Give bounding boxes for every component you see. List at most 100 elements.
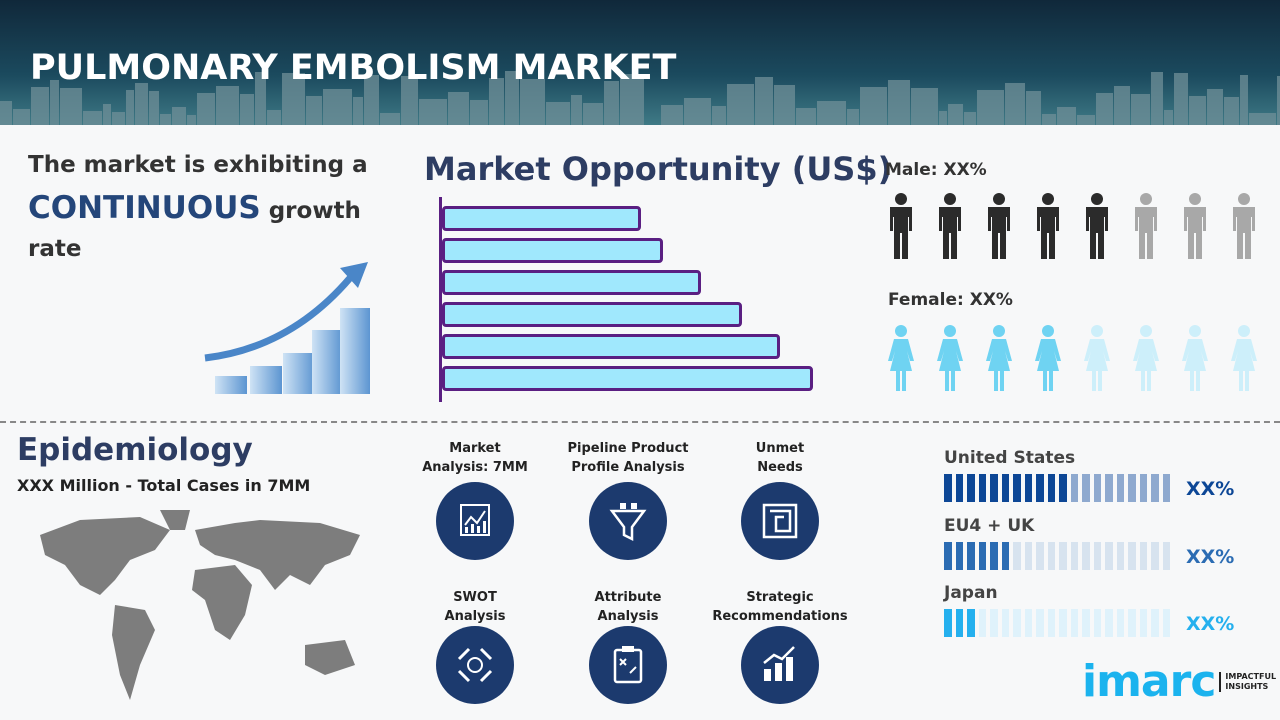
progress-segment — [1151, 542, 1159, 570]
growth-highlight: CONTINUOUS — [28, 190, 261, 226]
female-person-icon — [1231, 325, 1257, 391]
progress-segment — [1024, 474, 1032, 502]
feature-label: Pipeline Product Profile Analysis — [567, 441, 689, 475]
female-person-icon — [1035, 325, 1061, 391]
progress-segment — [1093, 609, 1101, 637]
progress-segment — [1105, 609, 1113, 637]
female-person-icon — [1133, 325, 1159, 391]
progress-segment — [967, 474, 975, 502]
market-opportunity-bar — [442, 206, 641, 231]
progress-segment — [1059, 474, 1067, 502]
growth-chart-arrow-icon — [204, 262, 370, 394]
progress-segment — [990, 542, 998, 570]
progress-segment — [978, 609, 986, 637]
male-person-icon — [1233, 193, 1255, 259]
region-progress-bar — [944, 609, 1170, 637]
feature-label: Strategic Recommendations — [712, 590, 848, 624]
progress-segment — [1013, 609, 1021, 637]
male-person-icon — [1086, 193, 1108, 259]
progress-segment — [967, 542, 975, 570]
feature-circle — [436, 482, 514, 560]
female-person-icon — [1084, 325, 1110, 391]
progress-segment — [955, 542, 963, 570]
market-opportunity-bar — [442, 302, 742, 327]
progress-segment — [1128, 542, 1136, 570]
female-label: Female: XX% — [888, 290, 1013, 310]
progress-segment — [1047, 474, 1055, 502]
progress-segment — [955, 474, 963, 502]
progress-segment — [1059, 542, 1067, 570]
progress-segment — [1070, 474, 1078, 502]
female-person-icon — [888, 325, 914, 391]
region-percentage: XX% — [1186, 478, 1235, 500]
market-opportunity-bar — [442, 238, 664, 263]
progress-segment — [1128, 609, 1136, 637]
progress-segment — [1105, 474, 1113, 502]
progress-segment — [1139, 609, 1147, 637]
growth-text-rest: growth — [260, 198, 361, 224]
region-progress-bar — [944, 542, 1170, 570]
progress-segment — [1082, 474, 1090, 502]
male-person-icon — [1135, 193, 1157, 259]
progress-segment — [1001, 609, 1009, 637]
progress-segment — [1070, 609, 1078, 637]
progress-segment — [1059, 609, 1067, 637]
growth-bars-icon — [763, 646, 795, 681]
logo-tagline: IMPACTFUL INSIGHTS — [1219, 672, 1276, 692]
progress-segment — [1116, 542, 1124, 570]
feature-circle — [741, 482, 819, 560]
progress-segment — [944, 542, 952, 570]
progress-segment — [990, 474, 998, 502]
male-person-icon — [1184, 193, 1206, 259]
progress-segment — [944, 474, 952, 502]
market-opportunity-bar — [442, 270, 701, 295]
progress-segment — [1024, 542, 1032, 570]
market-opportunity-title: Market Opportunity (US$) — [424, 150, 893, 188]
progress-segment — [1047, 609, 1055, 637]
progress-segment — [1013, 474, 1021, 502]
progress-segment — [1036, 542, 1044, 570]
progress-segment — [1105, 542, 1113, 570]
world-map-image — [40, 510, 360, 700]
progress-segment — [1036, 609, 1044, 637]
region-label: United States — [944, 448, 1076, 468]
progress-segment — [1047, 542, 1055, 570]
market-opportunity-bar — [442, 334, 780, 359]
feature-circle — [436, 626, 514, 704]
maze-icon — [762, 503, 798, 539]
epidemiology-title: Epidemiology — [17, 432, 253, 468]
logo-text: imarc — [1082, 656, 1216, 707]
progress-segment — [1036, 474, 1044, 502]
region-label: Japan — [944, 583, 998, 603]
male-person-icon — [988, 193, 1010, 259]
male-person-icon — [890, 193, 912, 259]
region-percentage: XX% — [1186, 613, 1235, 635]
chart-axis — [439, 197, 442, 402]
progress-segment — [1013, 542, 1021, 570]
city-skyline-image — [0, 71, 1280, 125]
feature-label: SWOT Analysis — [444, 590, 506, 624]
female-person-icon — [1182, 325, 1208, 391]
progress-segment — [1162, 609, 1170, 637]
feature-label: Attribute Analysis — [594, 590, 662, 624]
growth-text-line1: The market is exhibiting a — [28, 152, 368, 178]
female-person-icon — [937, 325, 963, 391]
progress-segment — [1116, 609, 1124, 637]
progress-segment — [978, 474, 986, 502]
page-title: PULMONARY EMBOLISM MARKET — [30, 48, 677, 88]
region-percentage: XX% — [1186, 546, 1235, 568]
feature-label: Market Analysis: 7MM — [422, 441, 528, 475]
header-banner: PULMONARY EMBOLISM MARKET — [0, 0, 1280, 125]
swot-arrows-icon — [457, 647, 493, 683]
chart-analysis-icon — [460, 504, 490, 536]
progress-segment — [1082, 609, 1090, 637]
male-person-icon — [939, 193, 961, 259]
female-person-icon — [986, 325, 1012, 391]
feature-circle — [589, 482, 667, 560]
feature-circle — [741, 626, 819, 704]
progress-segment — [1139, 542, 1147, 570]
feature-circle — [589, 626, 667, 704]
progress-segment — [1024, 609, 1032, 637]
epidemiology-subtitle: XXX Million - Total Cases in 7MM — [17, 476, 311, 495]
growth-text-line2: CONTINUOUS growth — [28, 190, 361, 226]
